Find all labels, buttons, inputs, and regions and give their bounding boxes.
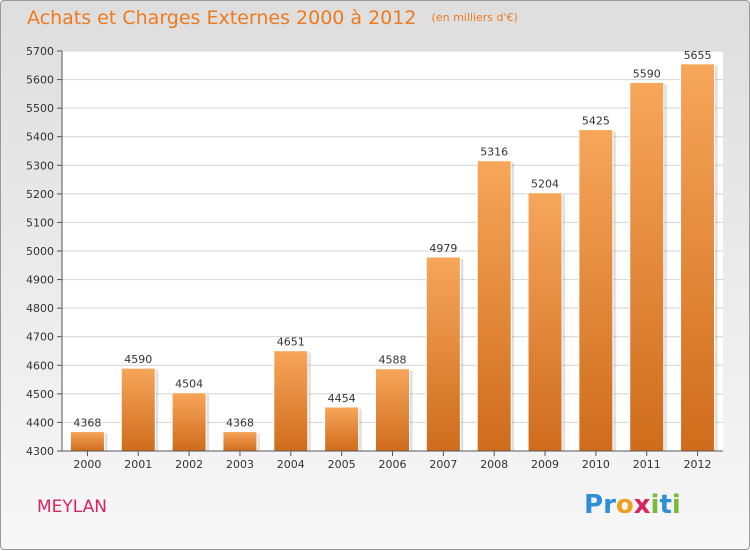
- x-tick-label: 2000: [73, 458, 101, 471]
- unit-label: (en milliers d'€): [431, 11, 518, 24]
- bar: [324, 406, 360, 452]
- bar-value-label: 5655: [684, 49, 712, 62]
- bar-value-label: 4979: [429, 242, 457, 255]
- bar: [680, 63, 716, 452]
- y-tick-label: 5200: [26, 188, 54, 201]
- bar-value-label: 4368: [73, 417, 101, 430]
- bar-value-label: 5590: [633, 67, 661, 80]
- logo-letter: i: [650, 490, 660, 520]
- x-tick-label: 2005: [328, 458, 356, 471]
- logo-letter: o: [615, 490, 634, 520]
- city-label: MEYLAN: [37, 497, 108, 517]
- bar-value-label: 5316: [480, 146, 508, 159]
- bar-value-label: 4590: [124, 353, 152, 366]
- x-tick-label: 2002: [175, 458, 203, 471]
- y-tick-label: 5500: [26, 102, 54, 115]
- y-tick-label: 5400: [26, 131, 54, 144]
- x-tick-label: 2009: [531, 458, 559, 471]
- x-tick-label: 2007: [429, 458, 457, 471]
- bar-value-label: 4504: [175, 378, 203, 391]
- y-tick-label: 4400: [26, 416, 54, 429]
- bar-value-label: 5204: [531, 178, 559, 191]
- x-tick-label: 2003: [226, 458, 254, 471]
- proxiti-logo: Proxiti: [584, 490, 681, 520]
- bar-value-label: 5425: [582, 115, 610, 128]
- y-tick-label: 5700: [26, 45, 54, 58]
- bar: [629, 81, 665, 452]
- bar: [375, 368, 410, 452]
- x-axis: 2000 2001 2002 2003 2004 2005 2006 2007 2008 2009…: [62, 450, 723, 471]
- chart-title: Achats et Charges Externes 2000 à 2012: [27, 7, 417, 29]
- bar: [171, 392, 207, 452]
- bar-value-label: 4651: [277, 336, 305, 349]
- y-tick-label: 4800: [26, 302, 54, 315]
- bar-value-label: 4454: [328, 392, 356, 405]
- bar: [527, 192, 563, 452]
- bar: [69, 431, 105, 452]
- y-axis: 4300 4400 4500 4600 4700 4800 4900 5000 5100 5200…: [26, 45, 63, 458]
- y-tick-label: 4600: [26, 359, 54, 372]
- bar: [476, 160, 512, 452]
- bar: [222, 431, 258, 452]
- y-tick-label: 5000: [26, 245, 54, 258]
- logo-letter: i: [671, 490, 681, 520]
- bar-value-label: 4588: [379, 354, 407, 367]
- title-row: Achats et Charges Externes 2000 à 2012 (…: [27, 7, 518, 29]
- bar-value-label: 4368: [226, 417, 254, 430]
- x-tick-label: 2001: [124, 458, 152, 471]
- x-tick-label: 2006: [379, 458, 407, 471]
- bar: [120, 367, 156, 452]
- y-tick-label: 4700: [26, 331, 54, 344]
- logo-letter: P: [584, 490, 604, 520]
- y-tick-label: 5100: [26, 216, 54, 229]
- x-tick-label: 2010: [582, 458, 610, 471]
- y-tick-label: 5600: [26, 74, 54, 87]
- logo-letter: t: [659, 490, 672, 520]
- bar: [578, 129, 614, 452]
- x-tick-label: 2011: [633, 458, 661, 471]
- bars: 4368 4590 4504 4368 4651 4454 4588 4979 5316 5204…: [69, 49, 718, 452]
- x-tick-label: 2008: [480, 458, 508, 471]
- x-tick-label: 2012: [684, 458, 712, 471]
- y-tick-label: 4300: [26, 445, 54, 458]
- bar: [273, 350, 309, 452]
- bar: [425, 256, 461, 452]
- logo-letter: r: [603, 490, 616, 520]
- y-tick-label: 4900: [26, 274, 54, 287]
- logo-letter: x: [633, 490, 651, 520]
- y-tick-label: 5300: [26, 159, 54, 172]
- y-tick-label: 4500: [26, 388, 54, 401]
- x-tick-label: 2004: [277, 458, 305, 471]
